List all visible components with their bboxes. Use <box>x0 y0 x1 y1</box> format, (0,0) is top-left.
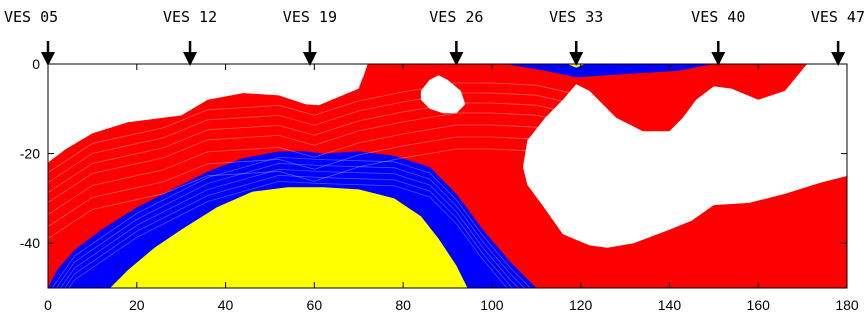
contour-line-blue-3 <box>64 174 514 288</box>
station-arrow-head <box>831 52 846 66</box>
region-yellow-4 <box>110 187 468 288</box>
contour-line-blue-2 <box>60 168 519 288</box>
y-tick-label: -20 <box>20 146 40 162</box>
station-label: VES 19 <box>283 8 337 26</box>
station-arrow-head <box>183 52 198 66</box>
x-tick-label: 140 <box>658 297 682 313</box>
region-white-1 <box>345 64 368 91</box>
contour-line-red-3 <box>48 112 577 203</box>
section-regions <box>48 64 847 288</box>
station-label: VES 05 <box>4 8 58 26</box>
contour-lines <box>48 82 577 288</box>
station-arrow-head <box>302 52 317 66</box>
x-tick-label: 100 <box>480 297 504 313</box>
station-arrow-head <box>41 52 55 66</box>
station-label: VES 12 <box>163 8 217 26</box>
contour-line-blue-0 <box>51 156 531 288</box>
contour-line-red-5 <box>48 136 577 227</box>
x-tick-label: 20 <box>129 297 145 313</box>
x-tick-label: 0 <box>44 297 52 313</box>
contour-line-red-2 <box>48 102 577 193</box>
y-tick-label: -40 <box>20 235 40 251</box>
station-markers: VES 05 VES 12 VES 19 VES 26 VES 33 VES 40 VES … <box>4 8 865 66</box>
x-tick-label: 60 <box>307 297 323 313</box>
contour-line-red-6 <box>48 148 577 239</box>
station-arrow-head <box>449 52 464 66</box>
station-label: VES 26 <box>429 8 483 26</box>
y-tick-label: 0 <box>32 56 40 72</box>
x-tick-label: 120 <box>569 297 593 313</box>
station-label: VES 47 <box>811 8 865 26</box>
station-label: VES 40 <box>691 8 745 26</box>
contour-line-blue-4 <box>68 180 508 288</box>
x-tick-label: 180 <box>835 297 859 313</box>
region-blue-5 <box>505 64 714 78</box>
station-label: VES 33 <box>549 8 603 26</box>
plot-frame <box>47 63 848 289</box>
x-tick-label: 160 <box>747 297 771 313</box>
contour-line-red-0 <box>48 82 577 173</box>
contour-line-red-4 <box>48 124 577 215</box>
contour-line-blue-1 <box>55 162 525 288</box>
region-white-2 <box>420 75 466 114</box>
station-arrow-head <box>711 52 726 66</box>
x-tick-label: 40 <box>218 297 234 313</box>
station-arrow-head <box>569 52 584 66</box>
x-tick-label: 80 <box>395 297 411 313</box>
contour-line-red-1 <box>48 92 577 183</box>
